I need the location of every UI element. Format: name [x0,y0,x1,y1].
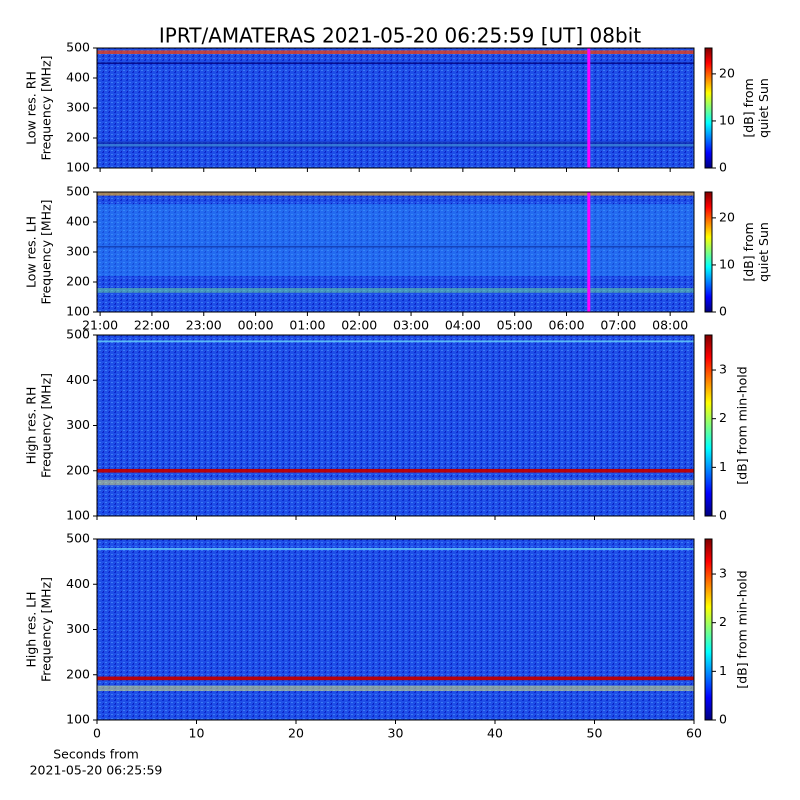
x-tick-label: 50 [587,726,603,741]
y-axis-label: Frequency [MHz] [39,373,54,478]
x-tick-label: 08:00 [652,318,688,333]
spectrogram-feature [97,676,694,681]
y-tick-label: 200 [66,462,90,477]
x-tick-label: 06:00 [549,318,585,333]
spectrogram-feature [97,204,694,276]
spectrogram-feature [97,62,694,64]
y-tick-label: 100 [66,160,90,175]
colorbar-label: [dB] from min-hold [735,570,750,688]
y-tick-label: 200 [66,666,90,681]
y-tick-label: 500 [66,531,90,546]
colorbar-tick-label: 3 [719,566,727,581]
x-tick-label: 04:00 [445,318,481,333]
x-tick-label: 40 [487,726,503,741]
spectrogram-image [97,539,694,720]
colorbar-tick-label: 0 [719,712,727,727]
y-axis-label: Frequency [MHz] [39,577,54,682]
y-tick-label: 400 [66,576,90,591]
spectrogram-feature [97,685,694,692]
x-tick-label: 05:00 [497,318,533,333]
spectrogram-image [97,48,694,168]
y-tick-label: 400 [66,214,90,229]
x-tick-label: 30 [388,726,404,741]
spectrogram-image [97,192,694,312]
y-tick-label: 400 [66,372,90,387]
spectrogram-feature [97,246,694,248]
colorbar [704,191,713,313]
spectrogram-feature [97,50,694,54]
colorbar [704,47,713,169]
x-axis-label: Seconds from [53,747,139,762]
x-tick-label: 20 [288,726,304,741]
colorbar [704,538,713,721]
y-tick-label: 300 [66,417,90,432]
x-tick-label: 10 [189,726,205,741]
colorbar-label: [dB] from [741,222,756,281]
y-tick-label: 100 [66,712,90,727]
spectrogram-feature [97,288,694,293]
colorbar-tick-label: 0 [719,508,727,523]
colorbar-label: quiet Sun [756,78,771,138]
y-tick-label: 200 [66,274,90,289]
y-tick-label: 100 [66,304,90,319]
spectrogram-feature [97,340,694,343]
y-tick-label: 500 [66,40,90,55]
spectrogram-feature [97,479,694,486]
y-tick-label: 400 [66,70,90,85]
colorbar-tick-label: 2 [719,410,727,425]
colorbar-label: [dB] from [741,78,756,137]
spectrogram-feature [97,144,694,147]
colorbar-label: quiet Sun [756,222,771,282]
x-tick-label: 07:00 [600,318,636,333]
colorbar-tick-label: 1 [719,663,727,678]
colorbar [704,334,713,517]
colorbar-tick-label: 20 [719,65,735,80]
y-tick-label: 100 [66,508,90,523]
y-tick-label: 200 [66,130,90,145]
y-axis-label: High res. LH [24,591,39,667]
y-axis-label: High res. RH [24,387,39,465]
x-tick-label: 00:00 [238,318,274,333]
y-tick-label: 300 [66,100,90,115]
y-axis-label: Frequency [MHz] [39,55,54,160]
chart-title: IPRT/AMATERAS 2021-05-20 06:25:59 [UT] 0… [159,24,641,48]
colorbar-tick-label: 10 [719,112,735,127]
spectrogram-image [97,335,694,516]
colorbar-tick-label: 3 [719,362,727,377]
spectrogram-feature [97,548,694,550]
x-tick-label: 03:00 [393,318,429,333]
y-axis-label: Low res. RH [24,71,39,145]
colorbar-tick-label: 0 [719,160,727,175]
x-tick-label: 21:00 [82,318,118,333]
x-tick-label: 0 [93,726,101,741]
spectrogram-feature [97,141,694,148]
spectrogram-feature [97,468,694,473]
x-tick-label: 02:00 [341,318,377,333]
y-tick-label: 500 [66,184,90,199]
y-tick-label: 300 [66,621,90,636]
colorbar-label: [dB] from min-hold [735,366,750,484]
colorbar-tick-label: 10 [719,256,735,271]
y-axis-label: Frequency [MHz] [39,199,54,304]
spectrogram-feature [97,192,694,196]
x-tick-label: 22:00 [134,318,170,333]
y-tick-label: 500 [66,327,90,342]
x-axis-label: 2021-05-20 06:25:59 [30,763,163,778]
x-tick-label: 01:00 [289,318,325,333]
colorbar-tick-label: 0 [719,304,727,319]
x-tick-label: 23:00 [186,318,222,333]
y-tick-label: 300 [66,244,90,259]
colorbar-tick-label: 20 [719,209,735,224]
x-tick-label: 60 [686,726,702,741]
colorbar-tick-label: 1 [719,459,727,474]
y-axis-label: Low res. LH [24,216,39,288]
colorbar-tick-label: 2 [719,614,727,629]
